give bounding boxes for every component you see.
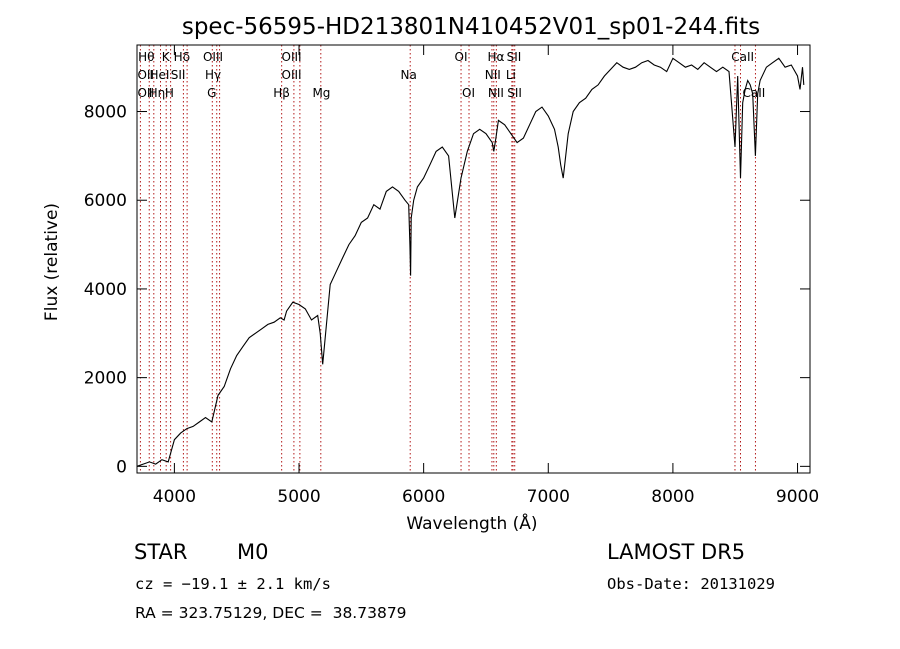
spectral-line-label: Hβ — [273, 86, 290, 100]
spectral-line-label: OI — [455, 50, 468, 64]
spectral-line-label: Li — [506, 68, 516, 82]
y-tick-label: 2000 — [84, 369, 127, 389]
spectral-line-label: SII — [507, 50, 522, 64]
y-tick-label: 8000 — [84, 103, 127, 123]
spectral-line-label: Hγ — [205, 68, 221, 82]
spectral-line-markers — [139, 45, 756, 473]
plot-frame — [136, 44, 811, 474]
spectral-line-label: Na — [401, 68, 417, 82]
spectral-line-label: HeI — [149, 68, 169, 82]
spectral-line-label: Mg — [312, 86, 330, 100]
spectral-line-label: OIII — [282, 68, 302, 82]
x-axis-label: Wavelength (Å) — [406, 512, 537, 534]
x-axis-ticks: 4000 5000 6000 7000 8000 9000 — [153, 45, 819, 507]
spectral-line-label: Hθ — [138, 50, 154, 64]
obs-date: Obs-Date: 20131029 — [607, 575, 775, 593]
redshift-value: cz = −19.1 ± 2.1 km/s — [135, 575, 331, 593]
x-tick-label: 8000 — [651, 487, 694, 507]
spectral-line-label: SII — [507, 86, 522, 100]
spectral-line-label: Hα — [487, 50, 504, 64]
x-tick-label: 6000 — [402, 487, 445, 507]
spectral-line-label: K — [162, 50, 171, 64]
survey-name: LAMOST DR5 — [607, 540, 746, 564]
y-axis-label: Flux (relative) — [42, 203, 62, 321]
spectral-line-label: NII — [488, 86, 504, 100]
object-class: STAR — [134, 540, 188, 564]
x-tick-label: 9000 — [776, 487, 819, 507]
y-tick-label: 6000 — [84, 191, 127, 211]
spectral-line-label: OIII — [203, 50, 223, 64]
spectral-line-label: CaII — [743, 86, 766, 100]
coordinates: RA = 323.75129, DEC = 38.73879 — [135, 604, 407, 622]
y-tick-label: 0 — [116, 457, 127, 477]
y-axis-ticks: 0 2000 4000 6000 8000 — [84, 103, 810, 477]
x-tick-label: 4000 — [153, 487, 196, 507]
spectral-line-label: G — [207, 86, 216, 100]
x-tick-label: 5000 — [277, 487, 320, 507]
spectral-line-label: OI — [462, 86, 475, 100]
spectral-line-label: Hδ — [174, 50, 190, 64]
spectral-line-label: NII — [485, 68, 501, 82]
y-tick-label: 4000 — [84, 280, 127, 300]
spectrum-line — [136, 57, 805, 467]
spectral-line-label: CaII — [731, 50, 754, 64]
x-tick-label: 7000 — [527, 487, 570, 507]
spectral-line-label: SII — [171, 68, 186, 82]
subclass: M0 — [237, 540, 269, 564]
spectral-line-label: OII — [137, 68, 154, 82]
spectral-line-label: H — [165, 86, 174, 100]
spectral-line-label: OII — [137, 86, 154, 100]
chart-title: spec-56595-HD213801N410452V01_sp01-244.f… — [182, 14, 760, 40]
spectral-line-label: Hη — [149, 86, 166, 100]
spectral-line-label: OIII — [282, 50, 302, 64]
